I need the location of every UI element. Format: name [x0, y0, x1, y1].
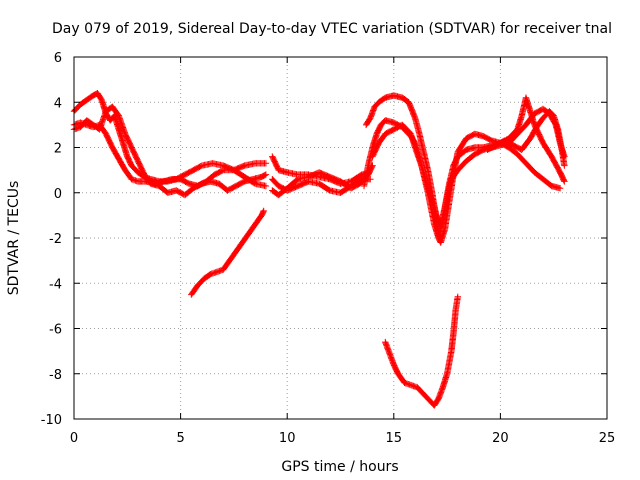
axis-ticks	[73, 56, 608, 420]
x-tick-label: 0	[70, 431, 78, 446]
tick-labels: 0 5 10 15 20 25 -10 -8 -6 -4 -2 0 2 4 6	[41, 51, 616, 446]
y-tick-label: -6	[49, 323, 62, 338]
x-tick-label: 25	[599, 431, 616, 446]
x-tick-label: 5	[176, 431, 184, 446]
data-series	[382, 293, 461, 409]
x-axis-label: GPS time / hours	[281, 459, 398, 475]
data-series	[484, 108, 568, 169]
y-tick-label: -4	[49, 277, 62, 292]
y-axis-label: SDTVAR / TECUs	[6, 181, 22, 296]
y-tick-label: -2	[49, 232, 62, 247]
x-tick-label: 15	[386, 431, 403, 446]
data-series	[188, 207, 267, 298]
data-point-markers	[188, 207, 267, 298]
y-tick-label: 6	[54, 51, 62, 66]
y-tick-label: 0	[54, 187, 62, 202]
x-tick-label: 20	[492, 431, 509, 446]
y-tick-label: -10	[41, 413, 62, 428]
data-point-markers	[382, 293, 461, 409]
x-tick-label: 10	[279, 431, 296, 446]
y-tick-label: 2	[54, 142, 62, 157]
y-tick-label: -8	[49, 368, 62, 383]
data-point-markers	[484, 108, 568, 169]
y-tick-label: 4	[54, 96, 62, 111]
chart-title: Day 079 of 2019, Sidereal Day-to-day VTE…	[52, 21, 612, 37]
